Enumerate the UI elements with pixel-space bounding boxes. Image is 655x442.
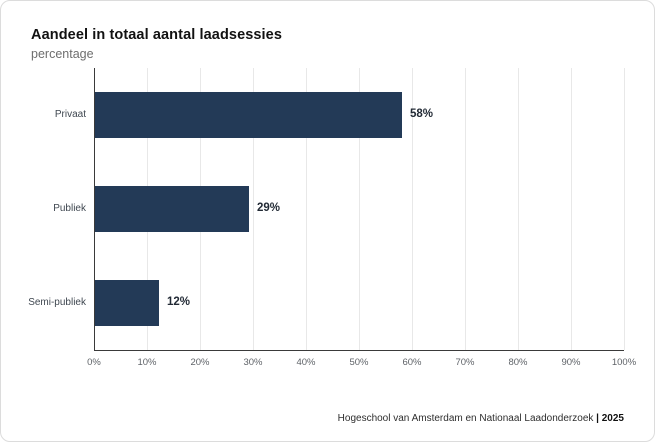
gridline-40% xyxy=(306,68,307,350)
source-footer: Hogeschool van Amsterdam en Nationaal La… xyxy=(338,413,624,424)
gridline-50% xyxy=(359,68,360,350)
x-tick-label: 60% xyxy=(402,357,422,368)
value-label-semi-publiek: 12% xyxy=(167,296,191,308)
gridline-100% xyxy=(624,68,625,350)
value-label-publiek: 29% xyxy=(257,202,281,214)
chart-title: Aandeel in totaal aantal laadsessies xyxy=(31,27,283,43)
source-year: | 2025 xyxy=(596,413,624,424)
gridline-90% xyxy=(571,68,572,350)
category-label-privaat: Privaat xyxy=(54,109,86,120)
gridline-30% xyxy=(253,68,254,350)
x-tick-label: 50% xyxy=(349,357,369,368)
x-tick-label: 30% xyxy=(243,357,263,368)
value-label-privaat: 58% xyxy=(410,108,434,120)
x-tick-label: 0% xyxy=(87,357,101,368)
x-tick-label: 20% xyxy=(190,357,210,368)
x-axis-line xyxy=(94,350,624,351)
x-tick-label: 90% xyxy=(561,357,581,368)
chart-subtitle: percentage xyxy=(31,47,94,61)
source-text: Hogeschool van Amsterdam en Nationaal La… xyxy=(337,413,594,424)
category-label-semi-publiek: Semi-publiek xyxy=(28,297,86,308)
bar-semi-publiek xyxy=(95,280,159,326)
gridline-60% xyxy=(412,68,413,350)
bar-privaat xyxy=(95,92,402,138)
gridline-80% xyxy=(518,68,519,350)
plot-area xyxy=(94,68,625,351)
x-tick-label: 80% xyxy=(508,357,528,368)
gridline-70% xyxy=(465,68,466,350)
bar-publiek xyxy=(95,186,249,232)
x-tick-label: 10% xyxy=(137,357,157,368)
y-axis-line xyxy=(94,68,95,350)
category-label-publiek: Publiek xyxy=(53,203,86,214)
x-tick-label: 70% xyxy=(455,357,475,368)
x-tick-label: 40% xyxy=(296,357,316,368)
x-tick-label: 100% xyxy=(611,357,637,368)
